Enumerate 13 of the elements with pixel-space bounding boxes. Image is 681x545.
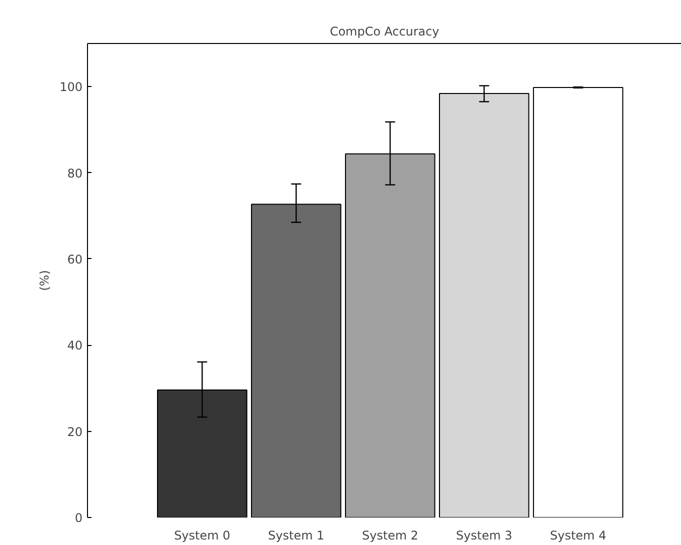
y-tick-label: 60	[67, 252, 83, 266]
y-tick-label: 0	[74, 511, 83, 525]
x-tick-label: System 0	[174, 528, 230, 542]
y-tick-label: 40	[67, 338, 83, 353]
x-tick-label: System 1	[268, 528, 324, 542]
x-tick-label: System 3	[456, 528, 512, 542]
y-tick-label: 20	[67, 424, 83, 439]
x-tick-label: System 4	[550, 528, 606, 542]
y-axis-title: (%)	[38, 270, 52, 291]
x-tick-label: System 2	[362, 528, 418, 542]
y-tick-label: 100	[60, 80, 82, 94]
chart-title: CompCo Accuracy	[330, 24, 440, 38]
y-tick-label: 80	[67, 166, 83, 180]
